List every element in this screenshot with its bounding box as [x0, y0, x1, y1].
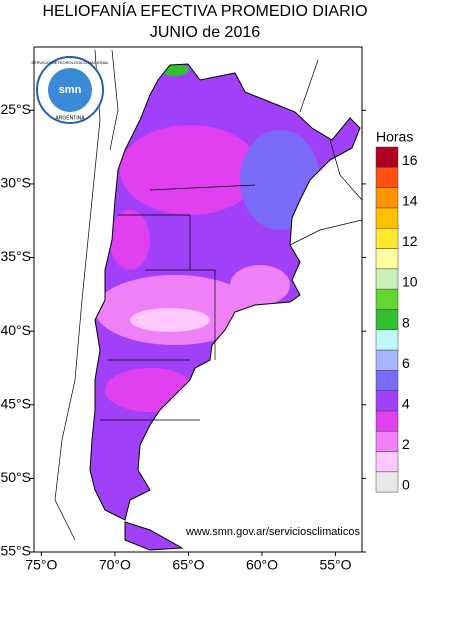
legend-swatch [375, 248, 399, 270]
legend-swatch [375, 309, 399, 330]
legend-swatch [375, 227, 399, 249]
country-outline [89, 63, 361, 551]
legend-label: 2 [402, 436, 410, 452]
logo-ring-bottom: ARGENTINA [55, 115, 85, 121]
legend-swatch [375, 207, 399, 229]
lon-tick-label: 65°O [172, 557, 204, 573]
logo-globe [48, 68, 92, 112]
legend-swatch [375, 451, 399, 473]
legend-swatch [375, 471, 399, 493]
legend-swatch [375, 146, 399, 168]
lat-tick-label: 30°S [0, 175, 31, 191]
legend-label: 12 [402, 233, 418, 249]
lat-tick-label: 55°S [0, 543, 31, 559]
legend-label: 16 [402, 152, 418, 168]
province-borders [100, 184, 256, 421]
logo: smn SERVICIO METEOROLÓGICO NACIONAL ARGE… [31, 56, 110, 124]
legend-swatch [375, 410, 399, 432]
legend-label: 6 [402, 355, 410, 371]
legend-title: Horas [376, 129, 413, 145]
lon-tick-label: 60°O [246, 557, 278, 573]
legend-swatch [375, 390, 399, 412]
logo-ring-top: SERVICIO METEOROLÓGICO NACIONAL [31, 60, 109, 65]
map-subtitle: JUNIO de 2016 [150, 24, 260, 41]
legend-label: 14 [402, 192, 418, 208]
credit: www.smn.gov.ar/serviciosclimaticos [185, 526, 361, 538]
legend-swatch [375, 349, 399, 371]
legend-swatch [375, 329, 399, 351]
legend-swatch [375, 288, 399, 310]
lon-tick-label: 55°O [319, 557, 351, 573]
lat-tick-label: 25°S [0, 101, 31, 117]
lat-tick-label: 35°S [0, 248, 31, 264]
legend-label: 10 [402, 274, 418, 290]
legend-label: 0 [402, 477, 410, 493]
neighbor-borders [289, 59, 363, 246]
lat-tick-label: 40°S [0, 322, 31, 338]
neighbor-borders [54, 49, 119, 541]
lon-tick-label: 75°O [25, 557, 57, 573]
legend-label: 8 [402, 314, 410, 330]
legend-label: 4 [402, 395, 410, 411]
lat-tick-label: 50°S [0, 469, 31, 485]
legend-swatch [375, 430, 399, 452]
lat-tick-label: 45°S [0, 395, 31, 411]
logo-text: smn [59, 84, 82, 96]
legend-swatch [375, 268, 399, 290]
legend-swatch [375, 370, 399, 391]
map-frame [33, 46, 363, 553]
lon-tick-label: 70°O [99, 557, 131, 573]
legend-swatch [375, 167, 399, 188]
map-title: HELIOFANÍA EFECTIVA PROMEDIO DIARIO [42, 1, 367, 20]
map-fill [90, 64, 360, 550]
legend-swatch [375, 187, 399, 209]
